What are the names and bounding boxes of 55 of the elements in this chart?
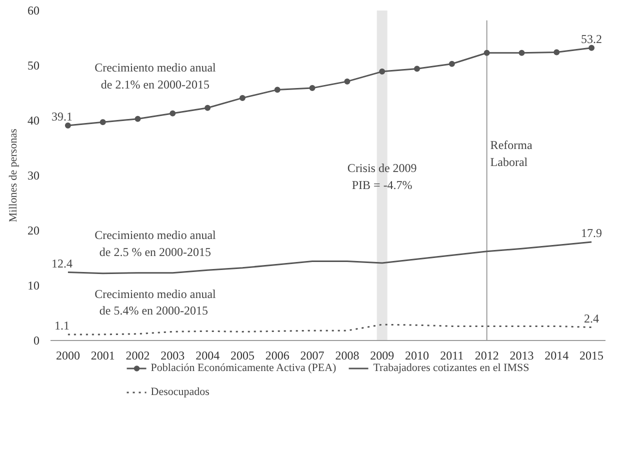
legend-label: Trabajadores cotizantes en el IMSS <box>373 362 530 374</box>
annotation: Crecimiento medio anual de 2.1% en 2000-2015 <box>94 60 217 92</box>
x-tick-label: 2011 <box>440 348 464 362</box>
y-tick-label: 40 <box>28 114 40 128</box>
legend-label: Población Económicamente Activa (PEA) <box>150 362 336 374</box>
point <box>64 122 71 128</box>
x-tick-label: 2005 <box>230 348 254 362</box>
x-tick-label: 2004 <box>196 348 220 362</box>
data-label: 17.9 <box>581 226 602 240</box>
point <box>100 119 106 126</box>
point <box>518 50 525 56</box>
x-tick-label: 2009 <box>370 348 394 362</box>
x-tick-label: 2006 <box>265 348 290 362</box>
point <box>204 104 211 111</box>
data-label: 53.2 <box>581 32 602 46</box>
x-tick-label: 2000 <box>56 348 80 362</box>
x-tick-label: 2014 <box>544 348 569 362</box>
point <box>170 110 176 116</box>
x-tick-label: 2010 <box>405 348 430 362</box>
y-tick-label: 0 <box>34 334 40 348</box>
x-tick-label: 2013 <box>510 348 534 362</box>
data-label: 2.4 <box>584 311 600 326</box>
x-tick-label: 2012 <box>474 348 499 362</box>
point <box>484 50 490 56</box>
point <box>134 116 141 122</box>
x-tick-label: 2001 <box>90 348 115 362</box>
point <box>274 86 280 93</box>
x-tick-label: 2002 <box>126 348 150 362</box>
point <box>239 94 246 101</box>
point <box>379 68 386 75</box>
point <box>448 60 455 67</box>
data-label: 39.1 <box>51 109 72 124</box>
point <box>309 85 316 92</box>
data-label: 1.1 <box>54 318 70 332</box>
line-series <box>67 324 592 336</box>
ref-line-label: Reforma Laboral <box>490 138 533 169</box>
point <box>414 66 420 72</box>
data-label: 12.4 <box>51 256 72 270</box>
point <box>344 78 350 84</box>
y-tick-label: 60 <box>28 4 40 18</box>
y-tick-label: 30 <box>28 168 40 182</box>
annotation: Crecimiento medio anual de 2.5 % en 2000-2015 <box>94 228 217 259</box>
annotation: Crecimiento medio anual de 5.4% en 2000-2015 <box>94 286 217 318</box>
y-tick-label: 50 <box>28 58 40 72</box>
x-tick-label: 2003 <box>160 348 185 362</box>
x-tick-label: 2007 <box>300 348 324 362</box>
band-label: Crisis de 2009 PIB = -4.7% <box>347 161 417 192</box>
y-axis-title: Millones de personas <box>8 128 20 222</box>
point <box>588 44 595 51</box>
x-tick-label: 2008 <box>335 348 360 362</box>
y-tick-label: 10 <box>28 278 40 292</box>
point <box>554 49 560 56</box>
x-tick-label: 2015 <box>580 348 604 362</box>
y-tick-label: 20 <box>28 224 40 238</box>
legend-label: Desocupados <box>150 386 210 398</box>
